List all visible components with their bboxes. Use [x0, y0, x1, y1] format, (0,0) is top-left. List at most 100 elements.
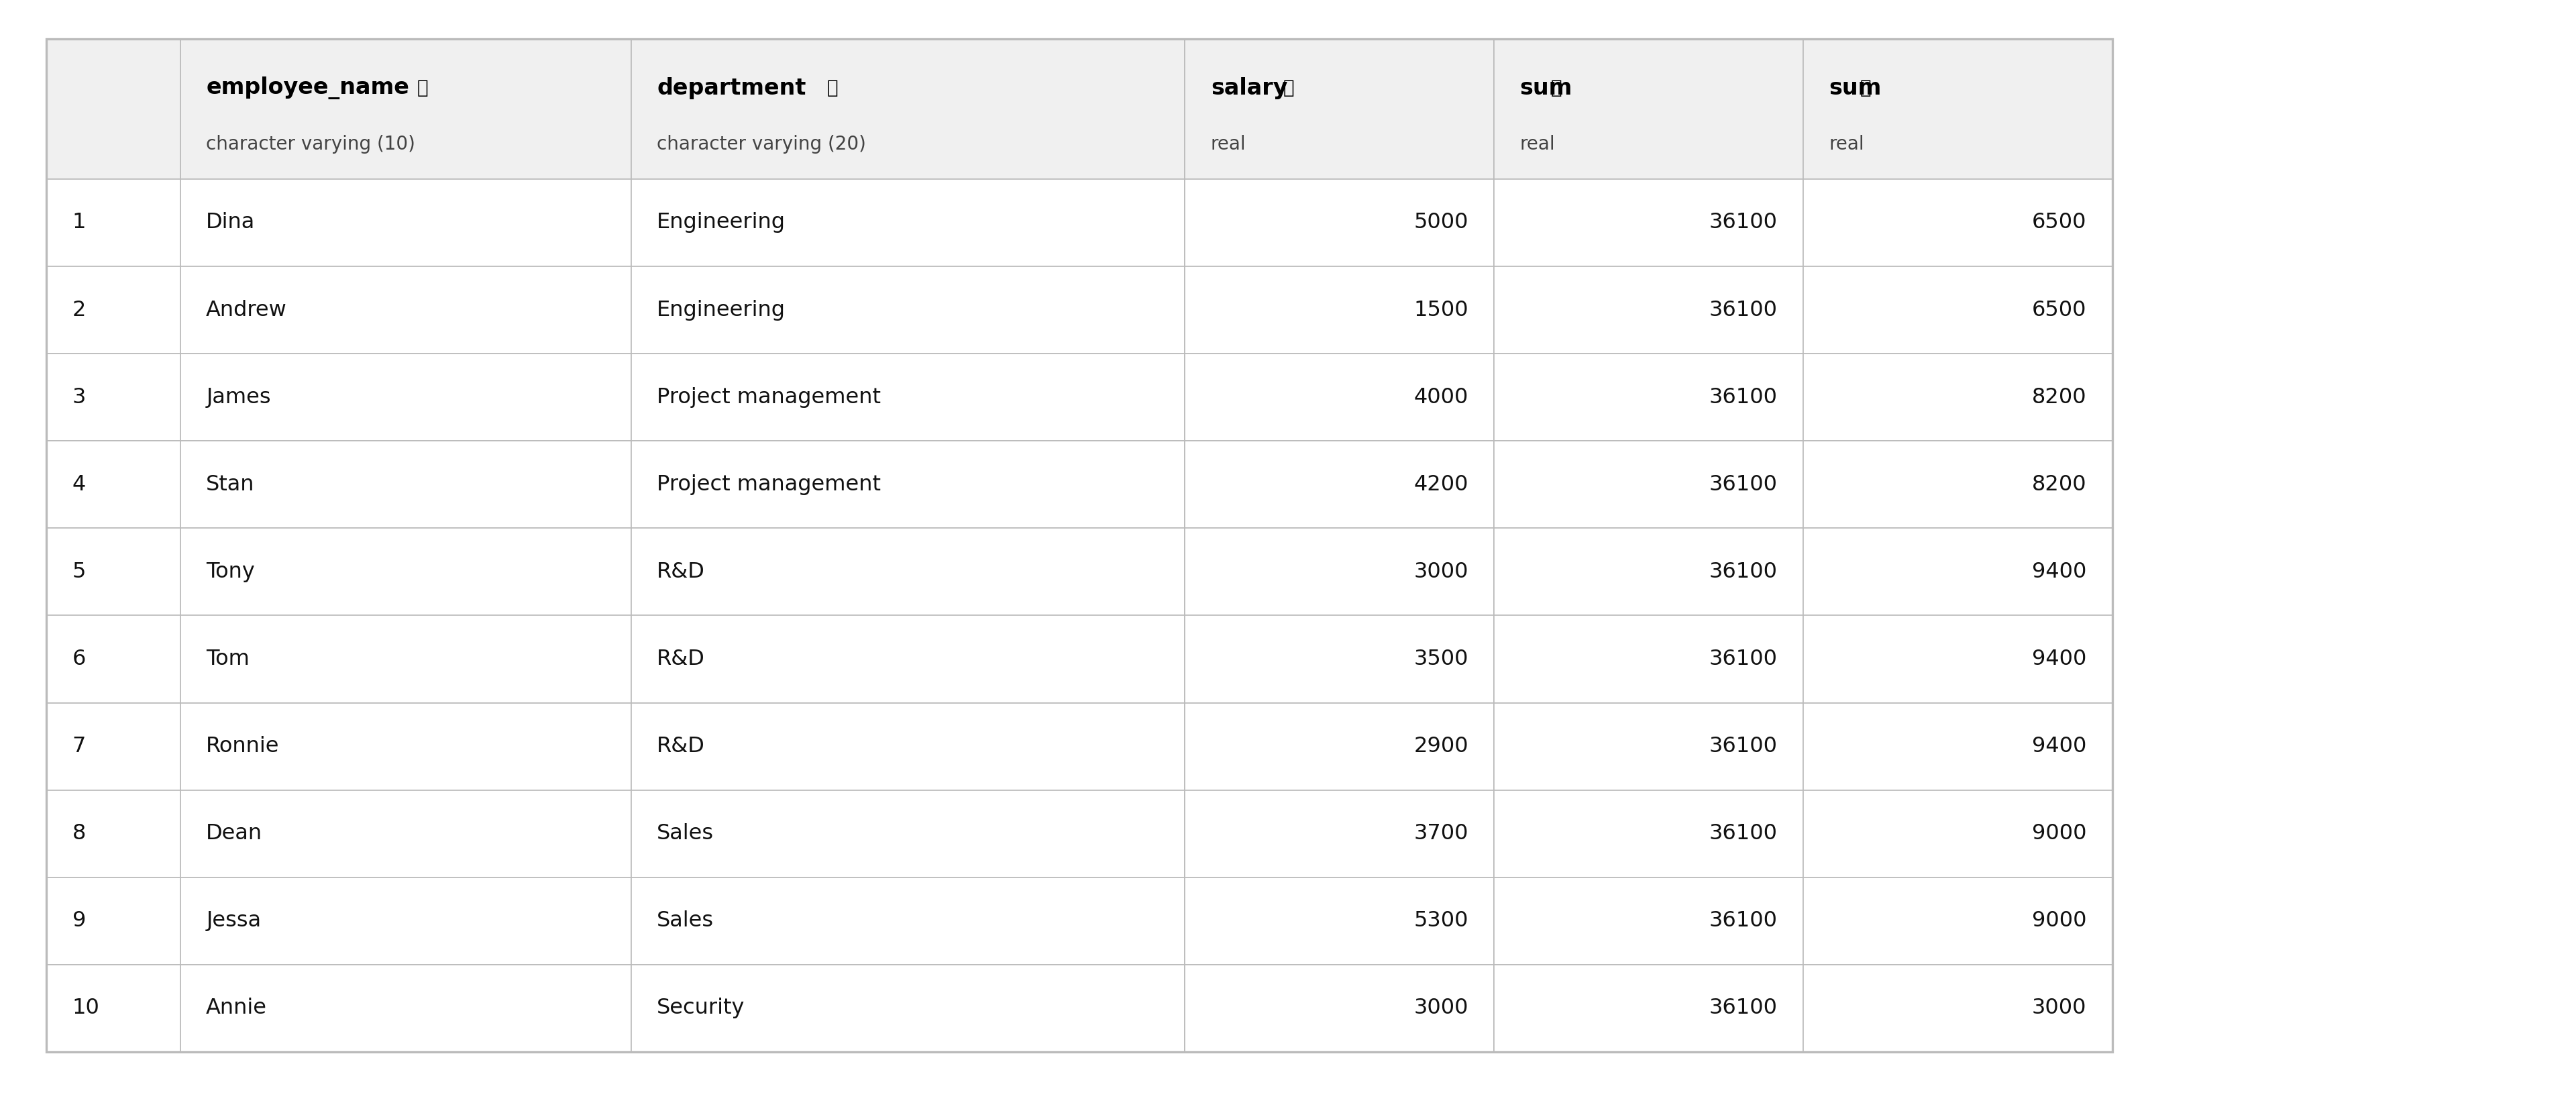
- Text: 4: 4: [72, 474, 85, 495]
- Bar: [631, 179, 1185, 266]
- Bar: [180, 354, 631, 441]
- Bar: [1803, 703, 2112, 790]
- Bar: [1185, 179, 1494, 266]
- Bar: [1803, 179, 2112, 266]
- Text: 3000: 3000: [1414, 998, 1468, 1018]
- Bar: [631, 441, 1185, 528]
- Bar: [180, 266, 631, 354]
- Text: sum: sum: [1520, 77, 1571, 100]
- Bar: [46, 703, 180, 790]
- Text: 3700: 3700: [1414, 824, 1468, 844]
- Text: 6500: 6500: [2032, 213, 2087, 233]
- Text: 3: 3: [72, 387, 85, 407]
- Bar: [46, 179, 180, 266]
- Bar: [46, 965, 180, 1052]
- Bar: [1185, 790, 1494, 877]
- Bar: [180, 615, 631, 703]
- Text: R&D: R&D: [657, 736, 706, 756]
- Bar: [1803, 615, 2112, 703]
- Text: 36100: 36100: [1708, 649, 1777, 669]
- Text: 🔒: 🔒: [1860, 78, 1870, 97]
- Bar: [180, 877, 631, 965]
- Text: James: James: [206, 387, 270, 407]
- Text: 6: 6: [72, 649, 85, 669]
- Text: 36100: 36100: [1708, 998, 1777, 1018]
- Bar: [1494, 790, 1803, 877]
- Bar: [1494, 965, 1803, 1052]
- Text: 8200: 8200: [2032, 474, 2087, 495]
- Bar: [1185, 877, 1494, 965]
- Bar: [46, 441, 180, 528]
- Text: Stan: Stan: [206, 474, 255, 495]
- Bar: [631, 703, 1185, 790]
- Text: 3500: 3500: [1414, 649, 1468, 669]
- Text: 36100: 36100: [1708, 474, 1777, 495]
- Bar: [1494, 441, 1803, 528]
- Text: 7: 7: [72, 736, 85, 756]
- Text: Tony: Tony: [206, 562, 255, 582]
- Text: 6500: 6500: [2032, 300, 2087, 320]
- Bar: [1185, 703, 1494, 790]
- Bar: [46, 266, 180, 354]
- Text: 8: 8: [72, 824, 85, 844]
- Bar: [631, 877, 1185, 965]
- Bar: [46, 354, 180, 441]
- Bar: [631, 354, 1185, 441]
- Bar: [1185, 441, 1494, 528]
- Text: 🔒: 🔒: [417, 78, 428, 97]
- Text: real: real: [1829, 134, 1865, 153]
- Bar: [1185, 39, 1494, 179]
- Text: Ronnie: Ronnie: [206, 736, 281, 756]
- Text: Project management: Project management: [657, 387, 881, 407]
- Text: 9400: 9400: [2032, 649, 2087, 669]
- Text: 3000: 3000: [2032, 998, 2087, 1018]
- Bar: [46, 39, 180, 179]
- Bar: [1803, 354, 2112, 441]
- Bar: [180, 39, 631, 179]
- Bar: [631, 528, 1185, 615]
- Text: 9000: 9000: [2032, 824, 2087, 844]
- Text: 1500: 1500: [1414, 300, 1468, 320]
- Text: Dina: Dina: [206, 213, 255, 233]
- Text: 36100: 36100: [1708, 562, 1777, 582]
- Text: 9400: 9400: [2032, 562, 2087, 582]
- Bar: [1803, 877, 2112, 965]
- Bar: [1803, 790, 2112, 877]
- Bar: [180, 528, 631, 615]
- Bar: [46, 39, 2112, 1052]
- Text: real: real: [1520, 134, 1556, 153]
- Text: 36100: 36100: [1708, 213, 1777, 233]
- Text: Sales: Sales: [657, 911, 714, 931]
- Bar: [1494, 615, 1803, 703]
- Text: Engineering: Engineering: [657, 300, 786, 320]
- Text: Security: Security: [657, 998, 744, 1018]
- Text: 🔒: 🔒: [827, 78, 837, 97]
- Text: 🔒: 🔒: [1551, 78, 1561, 97]
- Bar: [1185, 354, 1494, 441]
- Bar: [1185, 615, 1494, 703]
- Text: 9000: 9000: [2032, 911, 2087, 931]
- Bar: [1803, 39, 2112, 179]
- Text: 5000: 5000: [1414, 213, 1468, 233]
- Text: 5: 5: [72, 562, 85, 582]
- Bar: [1803, 528, 2112, 615]
- Bar: [631, 39, 1185, 179]
- Bar: [631, 790, 1185, 877]
- Bar: [631, 615, 1185, 703]
- Text: Project management: Project management: [657, 474, 881, 495]
- Text: Annie: Annie: [206, 998, 268, 1018]
- Bar: [1803, 266, 2112, 354]
- Text: character varying (10): character varying (10): [206, 134, 415, 153]
- Text: salary: salary: [1211, 77, 1288, 100]
- Text: Sales: Sales: [657, 824, 714, 844]
- Bar: [46, 615, 180, 703]
- Bar: [1185, 528, 1494, 615]
- Bar: [180, 965, 631, 1052]
- Text: sum: sum: [1829, 77, 1880, 100]
- Text: 36100: 36100: [1708, 911, 1777, 931]
- Bar: [46, 877, 180, 965]
- Bar: [1494, 703, 1803, 790]
- Bar: [1803, 965, 2112, 1052]
- Text: 2: 2: [72, 300, 85, 320]
- Text: 10: 10: [72, 998, 100, 1018]
